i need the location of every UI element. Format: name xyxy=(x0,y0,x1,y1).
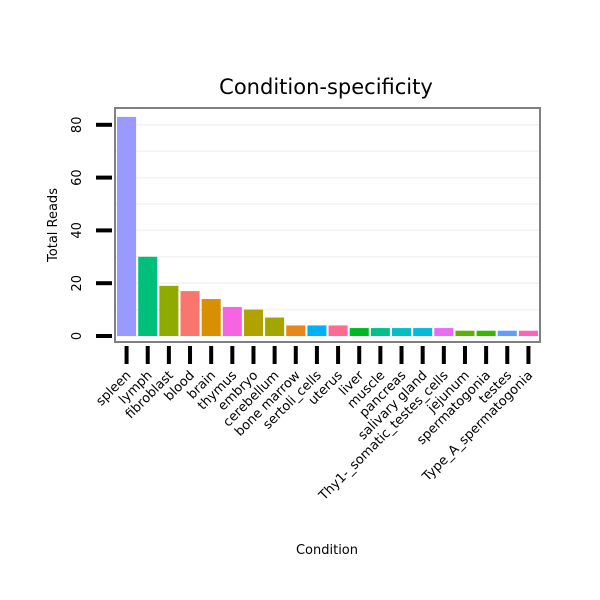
bar-embryo xyxy=(243,309,263,336)
bar-brain xyxy=(201,299,221,336)
y-axis: 0 20 40 60 80 xyxy=(70,117,112,340)
chart-title: Condition-specificity xyxy=(219,75,433,99)
bar-thymus xyxy=(222,306,242,336)
x-axis-title: Condition xyxy=(296,543,358,558)
bar-pancreas xyxy=(392,328,412,336)
y-tick-label: 60 xyxy=(70,169,85,186)
y-axis-title: Total Reads xyxy=(46,188,61,263)
y-tick-label: 40 xyxy=(70,222,85,239)
plot-panel xyxy=(114,107,541,343)
bar-muscle xyxy=(370,328,390,336)
bar-fibroblast xyxy=(159,285,179,336)
bars xyxy=(117,116,538,336)
bar-uterus xyxy=(328,325,348,336)
bar-bone-marrow xyxy=(286,325,306,336)
bar-sertoli-cells xyxy=(307,325,327,336)
bar-salivary-gland xyxy=(413,328,433,336)
y-tick-label: 80 xyxy=(70,117,85,134)
bar-jejunum xyxy=(455,330,475,336)
bar-spermatogonia xyxy=(476,330,496,336)
bar-thy1-somatic-testes-cells xyxy=(434,328,454,336)
bar-testes xyxy=(497,330,517,336)
bar-lymph xyxy=(138,256,158,336)
x-axis: spleenlymphfibroblastbloodbrainthymusemb… xyxy=(93,346,536,504)
y-tick-label: 0 xyxy=(70,332,85,340)
bar-type-a-spermatogonia xyxy=(518,330,538,336)
bar-cerebellum xyxy=(265,317,285,336)
y-tick-label: 20 xyxy=(70,275,85,292)
bar-blood xyxy=(180,291,200,336)
bar-liver xyxy=(349,328,369,336)
bar-spleen xyxy=(117,116,137,336)
